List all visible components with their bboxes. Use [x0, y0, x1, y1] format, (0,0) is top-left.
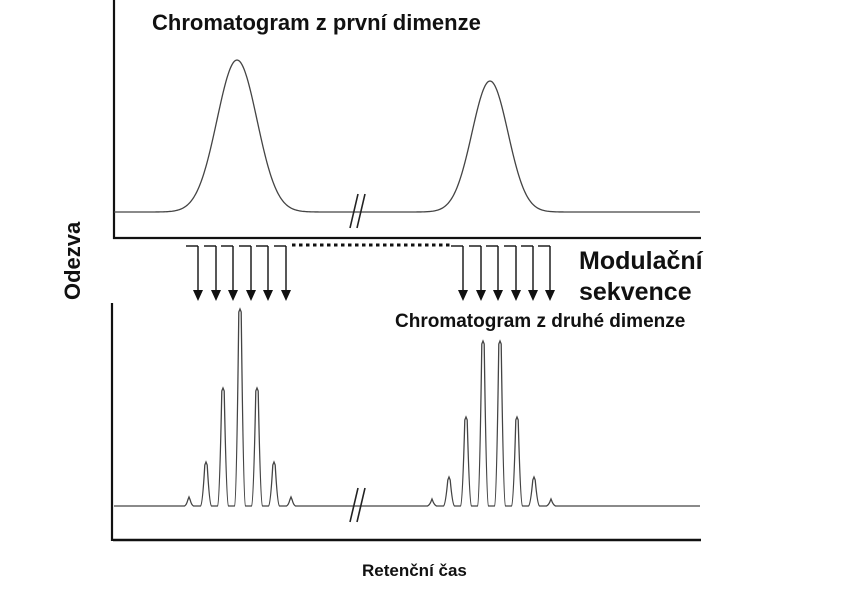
down-arrow-icon	[451, 245, 468, 301]
first-dimension-trace	[114, 59, 700, 213]
down-arrow-icon	[239, 245, 256, 301]
down-arrow-icon	[504, 245, 521, 301]
second-dimension-title: Chromatogram z druhé dimenze	[395, 311, 686, 332]
down-arrow-icon	[521, 245, 538, 301]
modulation-sequence-label: Modulační sekvence	[579, 246, 703, 308]
down-arrow-icon	[538, 245, 555, 301]
down-arrow-icon	[469, 245, 486, 301]
modulation-arrows	[186, 245, 555, 301]
first-dimension-axes	[112, 0, 701, 240]
second-dimension-axes	[110, 303, 701, 542]
axis-break-icon	[349, 193, 366, 229]
down-arrow-icon	[186, 245, 203, 301]
down-arrow-icon	[256, 245, 273, 301]
axis-break-icon	[349, 487, 366, 523]
down-arrow-icon	[204, 245, 221, 301]
down-arrow-icon	[274, 245, 291, 301]
y-axis-label: Odezva	[60, 221, 85, 300]
first-dimension-title: Chromatogram z první dimenze	[152, 10, 481, 35]
second-dimension-trace	[114, 307, 700, 507]
modulation-label-line2: sekvence	[579, 278, 692, 306]
modulation-label-line1: Modulační	[579, 247, 703, 275]
x-axis-label: Retenční čas	[362, 561, 467, 580]
down-arrow-icon	[221, 245, 238, 301]
down-arrow-icon	[486, 245, 503, 301]
